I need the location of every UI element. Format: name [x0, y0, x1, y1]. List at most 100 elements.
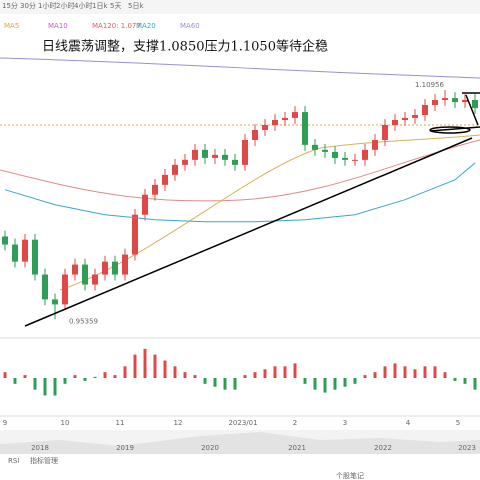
toolbar-tab[interactable]: 30分	[20, 1, 36, 10]
macd-bar	[323, 378, 327, 393]
footer-note[interactable]: 个股笔记	[336, 471, 364, 480]
macd-bar	[3, 372, 7, 378]
candle-body	[352, 159, 358, 161]
candle-body	[442, 98, 448, 100]
x-tick-label: 4	[406, 419, 411, 427]
candle-body	[112, 261, 118, 275]
macd-bar	[73, 375, 77, 378]
overview-area	[0, 432, 480, 454]
overview-year: 2021	[288, 444, 306, 452]
toolbar-tab[interactable]: 1日k	[92, 2, 108, 10]
candle-body	[322, 149, 328, 152]
candle-body	[402, 117, 408, 120]
macd-bar	[223, 378, 227, 390]
x-tick-label: 12	[174, 419, 183, 427]
legend-entry: MA10	[48, 22, 68, 30]
macd-bar	[183, 372, 187, 378]
footer-tab[interactable]: RSI	[8, 457, 19, 465]
candle-body	[202, 149, 208, 158]
candle-body	[222, 154, 228, 160]
candle-body	[432, 100, 438, 105]
macd-bar	[243, 375, 247, 378]
candle-body	[412, 115, 418, 118]
candle-body	[312, 144, 318, 150]
toolbar-tab[interactable]: 5天	[110, 2, 121, 10]
overview-year: 2022	[374, 444, 392, 452]
overview-year: 2018	[31, 444, 49, 452]
ma-line-decor	[0, 139, 480, 202]
macd-bar	[173, 366, 177, 378]
macd-bar	[343, 378, 347, 387]
candle-body	[212, 154, 218, 158]
candle-body	[22, 239, 28, 262]
candle-body	[252, 130, 258, 140]
candle-body	[422, 105, 428, 115]
candle-body	[242, 140, 248, 165]
candle-body	[12, 244, 18, 262]
macd-bar	[103, 372, 107, 378]
candle-body	[272, 120, 278, 125]
candle-body	[262, 125, 268, 130]
macd-bar	[13, 378, 17, 384]
toolbar-tab[interactable]: 15分	[2, 1, 18, 10]
legend-entry: MA60	[180, 22, 200, 30]
toolbar-tab[interactable]: 5日k	[128, 2, 144, 10]
macd-bar	[363, 375, 367, 378]
macd-bar	[453, 378, 457, 381]
macd-bar	[273, 366, 277, 378]
macd-bar	[53, 378, 57, 396]
footer-tab[interactable]: 指标管理	[30, 456, 58, 465]
toolbar-tab[interactable]: 2小时	[56, 1, 74, 10]
support-mark	[429, 126, 471, 134]
ma-line-decor	[0, 57, 480, 79]
macd-bar	[403, 366, 407, 378]
macd-bar	[473, 378, 477, 390]
candle-body	[332, 151, 338, 158]
macd-bar	[383, 366, 387, 378]
trend-line	[24, 137, 473, 327]
candle-body	[102, 261, 108, 275]
overview-year: 2020	[201, 444, 219, 452]
candle-body	[462, 100, 468, 103]
legend-entry: MA20	[136, 22, 156, 30]
macd-bar	[23, 375, 27, 378]
candle-body	[32, 239, 38, 275]
macd-bar	[463, 378, 467, 384]
legend-entry: MA5	[4, 22, 19, 30]
ma-line-decor	[59, 134, 480, 291]
legend-entry: MA120: 1.077	[92, 22, 141, 30]
candle-body	[62, 274, 68, 305]
toolbar-tab[interactable]: 4小时	[74, 1, 92, 10]
candle-body	[292, 112, 298, 118]
macd-bar	[93, 376, 97, 378]
macd-bar	[113, 375, 117, 378]
x-tick-label: 2	[293, 419, 297, 427]
candle-body	[182, 159, 188, 165]
macd-bar	[133, 354, 137, 378]
macd-bar	[213, 378, 217, 387]
overview-year: 2023	[458, 444, 476, 452]
candle-body	[72, 264, 78, 275]
overview-year: 2019	[116, 444, 134, 452]
x-tick-label: 5	[456, 419, 460, 427]
macd-bar	[433, 366, 437, 378]
trend-line	[429, 126, 480, 132]
macd-bar	[203, 378, 207, 384]
high-label: 1.10956	[415, 81, 444, 89]
candle-body	[2, 236, 8, 245]
toolbar-tab[interactable]: 1小时	[38, 1, 56, 10]
candle-body	[282, 117, 288, 120]
ma-line	[4, 162, 476, 223]
candle-body	[172, 164, 178, 175]
x-tick-label: 9	[3, 419, 7, 427]
x-tick-label: 11	[116, 419, 125, 427]
x-tick-label: 2023/01	[228, 419, 257, 427]
macd-bar	[33, 378, 37, 390]
macd-bar	[353, 378, 357, 384]
candle-body	[372, 140, 378, 150]
toolbar-bg	[0, 0, 480, 14]
macd-bar	[393, 363, 397, 378]
macd-bar	[373, 372, 377, 378]
x-tick-label: 10	[61, 419, 70, 427]
candle-body	[362, 149, 368, 160]
